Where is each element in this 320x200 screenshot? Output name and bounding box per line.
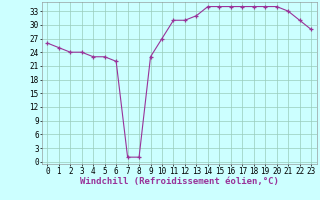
- X-axis label: Windchill (Refroidissement éolien,°C): Windchill (Refroidissement éolien,°C): [80, 177, 279, 186]
